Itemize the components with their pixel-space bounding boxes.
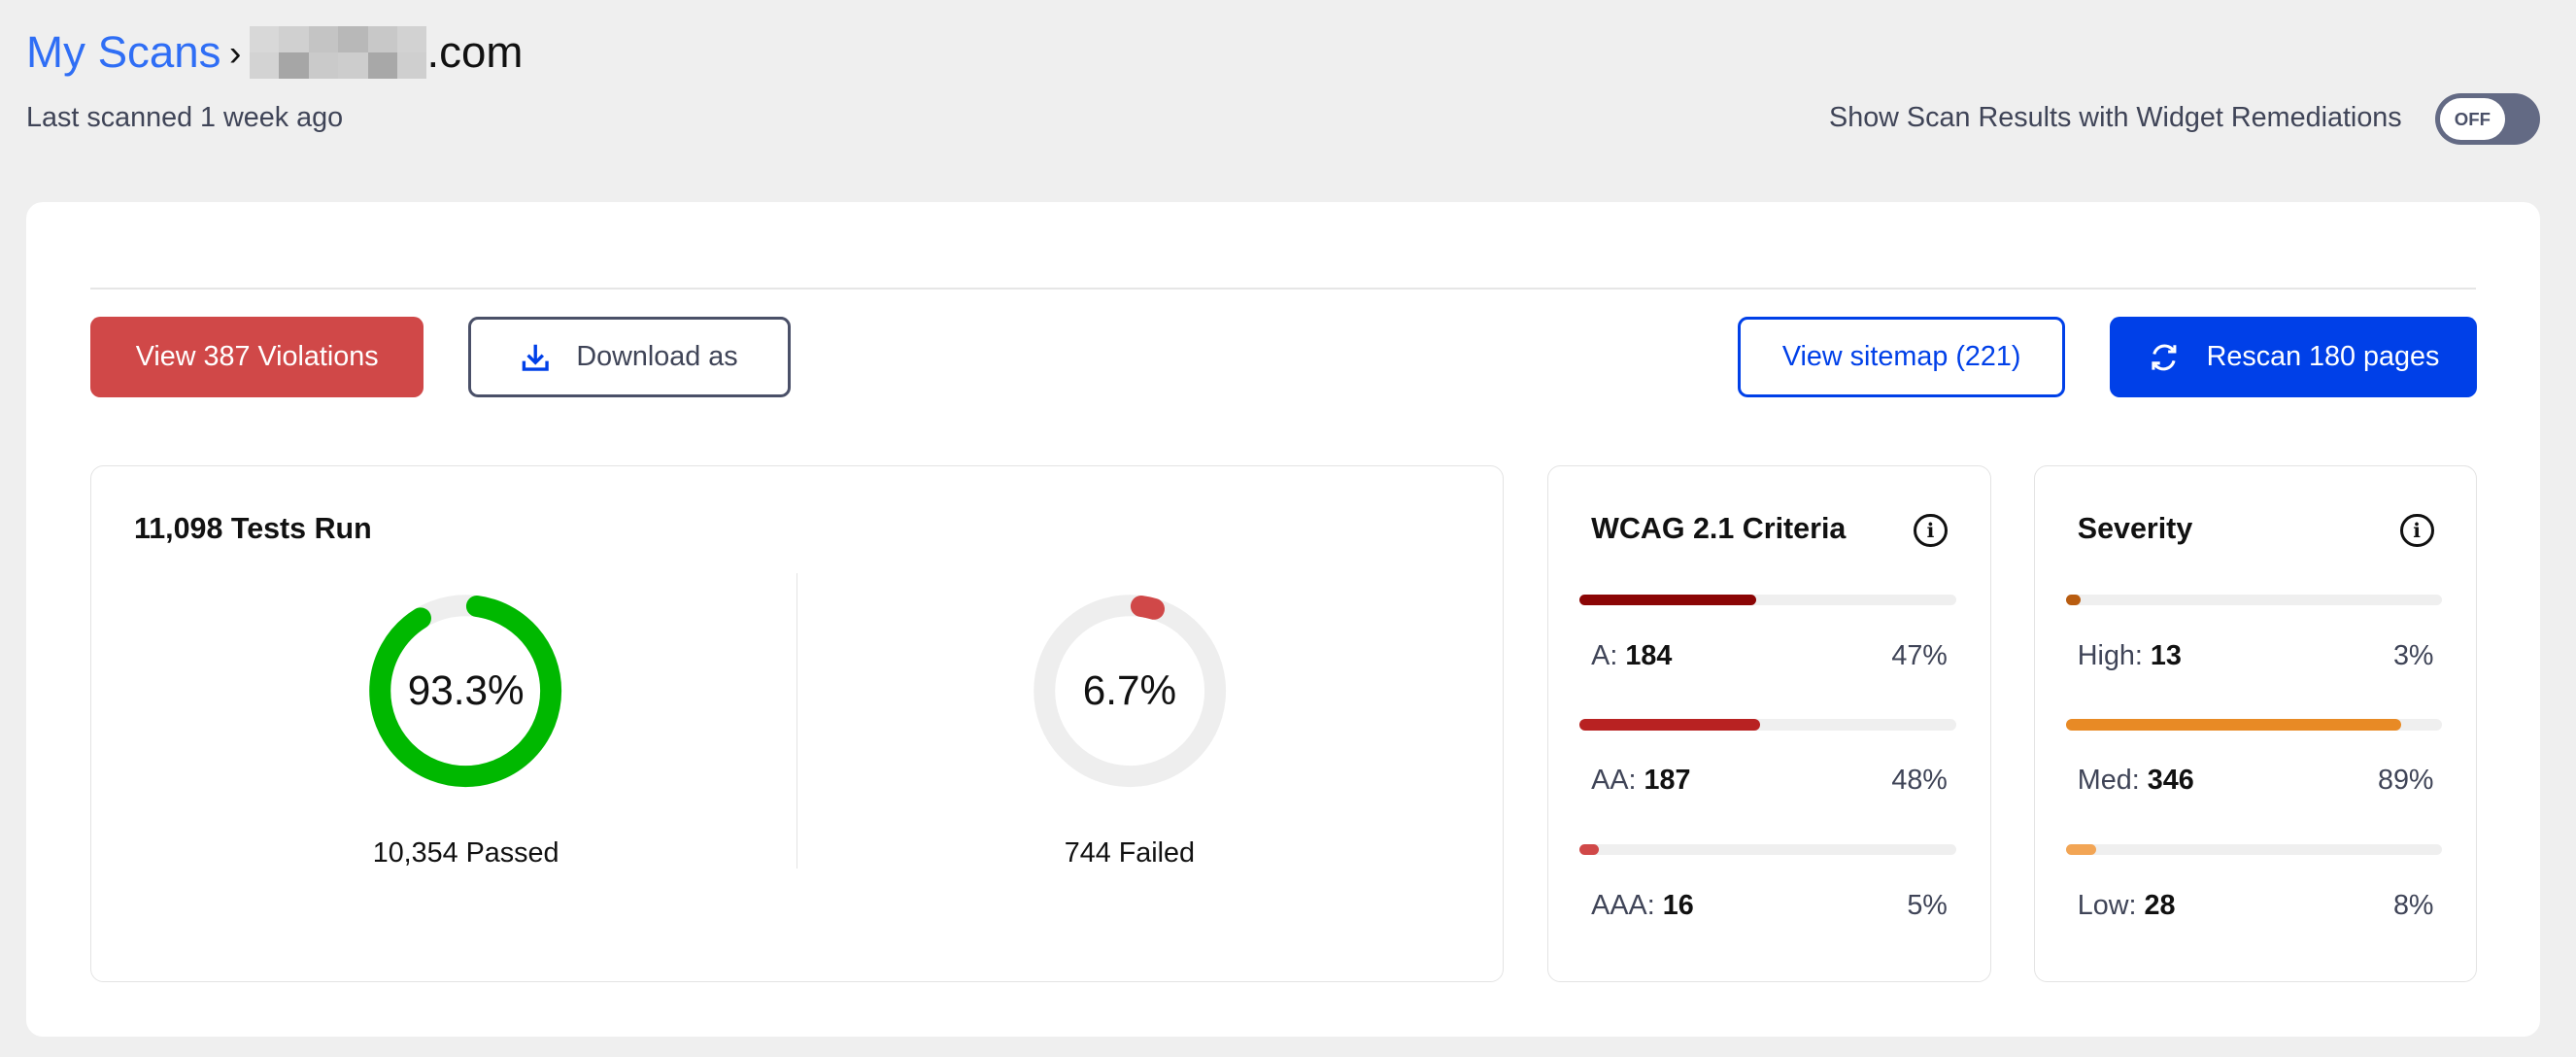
wcag-row: AAA: 16 5% bbox=[1591, 890, 1948, 922]
domain-suffix: .com bbox=[426, 27, 524, 78]
wcag-bar bbox=[1579, 594, 1956, 606]
toggle-state: OFF bbox=[2439, 98, 2506, 140]
view-sitemap-label: View sitemap (221) bbox=[1781, 341, 2021, 373]
wcag-level: AAA: 16 bbox=[1591, 890, 1694, 922]
failed-count: 744 Failed bbox=[1064, 836, 1196, 869]
wcag-info-icon[interactable]: i bbox=[1914, 513, 1948, 548]
wcag-level-count: 16 bbox=[1662, 889, 1694, 921]
refresh-icon bbox=[2152, 344, 2177, 371]
breadcrumb-separator: › bbox=[228, 31, 242, 73]
wcag-row: AA: 187 48% bbox=[1591, 765, 1948, 797]
wcag-title: WCAG 2.1 Criteria bbox=[1591, 511, 1847, 545]
divider bbox=[90, 287, 2476, 290]
severity-title: Severity bbox=[2077, 511, 2193, 545]
failed-percent: 6.7% bbox=[1082, 667, 1177, 714]
wcag-level-label: AAA: bbox=[1591, 889, 1655, 921]
wcag-bar bbox=[1579, 843, 1956, 856]
wcag-level-percent: 47% bbox=[1891, 639, 1948, 671]
wcag-level: AA: 187 bbox=[1591, 765, 1690, 797]
failed-donut: 6.7% bbox=[1030, 591, 1230, 791]
wcag-bar bbox=[1579, 719, 1956, 731]
severity-level-count: 28 bbox=[2144, 889, 2176, 921]
severity-bar-fill bbox=[2065, 719, 2401, 731]
last-scanned-text: Last scanned 1 week ago bbox=[26, 101, 344, 133]
view-violations-label: View 387 Violations bbox=[135, 341, 379, 373]
severity-bar-fill bbox=[2065, 843, 2096, 856]
severity-level-percent: 89% bbox=[2377, 765, 2434, 797]
wcag-criteria-panel: WCAG 2.1 Criteria i A: 184 47% AA: 187 4… bbox=[1547, 464, 1991, 983]
severity-level: Med: 346 bbox=[2078, 765, 2194, 797]
severity-level-count: 13 bbox=[2150, 639, 2182, 671]
wcag-bar-fill bbox=[1579, 843, 1599, 856]
tests-run-panel: 11,098 Tests Run 93.3% 10,354 Passed 6.7… bbox=[90, 464, 1504, 983]
severity-level: Low: 28 bbox=[2078, 890, 2176, 922]
severity-level-label: High: bbox=[2077, 639, 2143, 671]
failed-donut-track bbox=[1033, 595, 1226, 788]
wcag-level-count: 184 bbox=[1625, 639, 1673, 671]
wcag-level: A: 184 bbox=[1591, 640, 1672, 672]
severity-bar bbox=[2065, 594, 2443, 606]
severity-panel: Severity i High: 13 3% Med: 346 89% Low:… bbox=[2033, 464, 2478, 983]
widget-remediations-label: Show Scan Results with Widget Remediatio… bbox=[1829, 101, 2402, 133]
wcag-level-label: AA: bbox=[1591, 765, 1637, 797]
rescan-label: Rescan 180 pages bbox=[2206, 341, 2440, 373]
severity-bar bbox=[2065, 843, 2443, 856]
download-as-button[interactable]: Download as bbox=[468, 317, 791, 398]
wcag-bar-fill bbox=[1579, 719, 1761, 731]
redacted-domain-image bbox=[249, 26, 427, 80]
download-as-label: Download as bbox=[576, 341, 738, 373]
rescan-button[interactable]: Rescan 180 pages bbox=[2109, 317, 2478, 398]
vertical-divider bbox=[796, 572, 798, 869]
widget-remediations-toggle[interactable]: OFF bbox=[2434, 93, 2540, 145]
severity-info-icon[interactable]: i bbox=[2399, 513, 2434, 548]
passed-donut-arc bbox=[369, 595, 562, 788]
severity-row: Med: 346 89% bbox=[2078, 765, 2434, 797]
wcag-bar-fill bbox=[1579, 594, 1757, 606]
breadcrumb: My Scans › .com bbox=[26, 26, 524, 80]
view-violations-button[interactable]: View 387 Violations bbox=[90, 317, 424, 398]
severity-level: High: 13 bbox=[2078, 640, 2182, 672]
wcag-level-label: A: bbox=[1591, 639, 1618, 671]
view-sitemap-button[interactable]: View sitemap (221) bbox=[1738, 317, 2065, 398]
wcag-level-percent: 48% bbox=[1891, 765, 1948, 797]
breadcrumb-my-scans-link[interactable]: My Scans bbox=[26, 27, 221, 78]
passed-count: 10,354 Passed bbox=[372, 836, 559, 869]
tests-run-title: 11,098 Tests Run bbox=[133, 511, 372, 545]
severity-bar-fill bbox=[2065, 594, 2082, 606]
wcag-row: A: 184 47% bbox=[1591, 640, 1948, 672]
wcag-level-count: 187 bbox=[1644, 765, 1691, 797]
wcag-level-percent: 5% bbox=[1907, 889, 1948, 921]
severity-level-count: 346 bbox=[2147, 765, 2194, 797]
severity-row: High: 13 3% bbox=[2078, 640, 2434, 672]
passed-donut: 93.3% bbox=[365, 591, 565, 791]
severity-level-label: Low: bbox=[2077, 889, 2137, 921]
severity-row: Low: 28 8% bbox=[2078, 890, 2434, 922]
severity-level-percent: 8% bbox=[2392, 889, 2434, 921]
passed-percent: 93.3% bbox=[407, 667, 525, 714]
download-icon bbox=[522, 344, 549, 371]
severity-level-label: Med: bbox=[2077, 765, 2140, 797]
severity-level-percent: 3% bbox=[2392, 639, 2434, 671]
severity-bar bbox=[2065, 719, 2443, 731]
